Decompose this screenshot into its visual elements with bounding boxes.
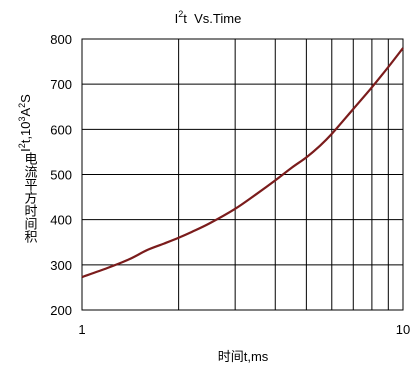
chart-title: I2t Vs.Time [175, 9, 242, 26]
y-tick-label: 200 [50, 303, 72, 318]
y-axis-label-cn: 电流平方时间积 [23, 152, 38, 243]
y-tick-label: 500 [50, 168, 72, 183]
series-line [81, 47, 404, 279]
y-tick-label: 300 [50, 258, 72, 273]
plot-area-frame [81, 38, 404, 311]
y-tick-label: 600 [50, 122, 72, 137]
y-tick-label: 800 [50, 32, 72, 47]
y-tick-label: 700 [50, 77, 72, 92]
y-axis-label-unit: I2t,103A2S [17, 94, 33, 152]
x-axis-label: 时间t,ms [218, 349, 269, 364]
x-tick-label: 1 [78, 322, 85, 337]
grid [81, 38, 404, 311]
x-tick-label: 10 [396, 322, 410, 337]
y-tick-label: 400 [50, 213, 72, 228]
series-layer [81, 47, 404, 279]
tick-labels: 200 300 400 500 600 700 800 1 10 [50, 32, 410, 337]
